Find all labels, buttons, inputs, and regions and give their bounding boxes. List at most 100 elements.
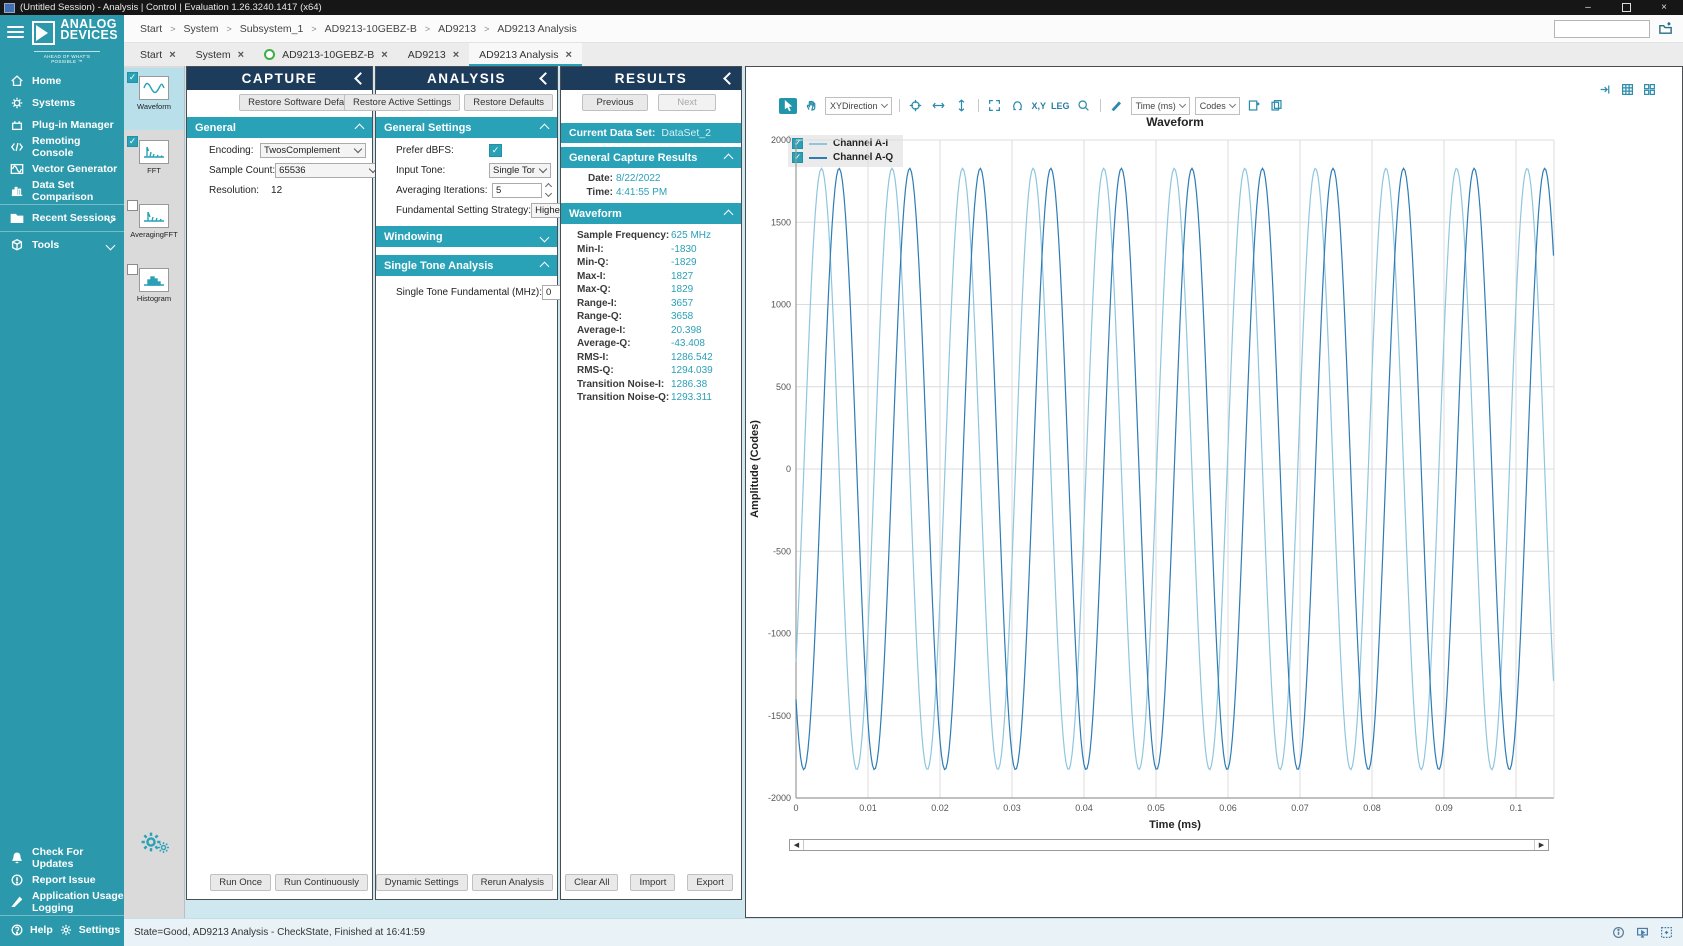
fft-checkbox[interactable]: ✓ [127,136,138,147]
tile-layout-icon[interactable] [1643,83,1656,96]
close-tab-icon[interactable]: × [238,49,244,61]
sidebar-item-application-usage-logging[interactable]: Application Usage Logging [0,891,124,913]
remote-display-icon[interactable] [1636,926,1649,939]
analysis-settings-gears-icon[interactable] [124,829,185,860]
previous-dataset-button[interactable]: Previous [582,94,648,111]
svg-text:0.03: 0.03 [1003,803,1021,813]
analysis-field-label: Averaging Iterations: [376,185,488,196]
scroll-left-icon[interactable]: ◀ [790,840,803,850]
tab-ad9213-analysis[interactable]: AD9213 Analysis× [469,43,582,66]
expand-windowing-icon[interactable] [540,233,550,243]
fit-window-icon[interactable] [1660,926,1673,939]
next-dataset-button[interactable]: Next [658,94,716,111]
tool-strip-item-histogram[interactable]: Histogram [124,260,184,322]
averaging-iterations-input[interactable]: 5 [492,183,542,198]
sidebar-item-data-set-comparison[interactable]: Data Set Comparison [0,180,124,202]
sidebar-item-report-issue[interactable]: Report Issue [0,869,124,891]
collapse-general-icon[interactable] [355,124,365,134]
tab-system[interactable]: System× [186,43,254,66]
result-value: -1830 [669,243,697,257]
session-filter-input[interactable] [1554,20,1650,38]
collapse-results-icon[interactable] [723,72,736,85]
sidebar-item-settings[interactable]: Settings [79,924,120,936]
sidebar-item-vector-generator[interactable]: Vector Generator [0,158,124,180]
legend-toggle[interactable]: LEG [1051,101,1070,111]
systems-icon [10,96,24,110]
scrollbar-thumb[interactable] [803,840,1535,850]
waveform-checkbox[interactable]: ✓ [127,72,138,83]
restore-active-settings-button[interactable]: Restore Active Settings [344,94,460,111]
usage-logging-icon [10,895,24,909]
sidebar-item-plug-in-manager[interactable]: Plug-in Manager [0,114,124,136]
waveform-plot[interactable]: 2000150010005000-500-1000-1500-200000.01… [746,111,1683,871]
prefer-dbfs-checkbox[interactable]: ✓ [489,144,502,157]
spinner-arrows[interactable] [546,184,551,196]
collapse-capture-results-icon[interactable] [724,154,734,164]
restore-defaults-button[interactable]: Restore Defaults [464,94,553,111]
analysis-tool-strip: ✓Waveform✓FFTAveragingFFTHistogram [124,66,185,918]
breadcrumb-item[interactable]: System [179,23,222,35]
tab-start[interactable]: Start× [130,43,186,66]
collapse-general-settings-icon[interactable] [540,124,550,134]
minimize-button[interactable]: – [1569,0,1607,15]
rerun-analysis-button[interactable]: Rerun Analysis [472,874,553,891]
run-continuously-button[interactable]: Run Continuously [275,874,368,891]
sidebar-item-tools[interactable]: Tools [0,234,124,256]
restore-button[interactable] [1607,0,1645,15]
collapse-waveform-results-icon[interactable] [724,210,734,220]
tool-strip-item-fft[interactable]: ✓FFT [124,132,184,194]
dock-arrow-icon[interactable] [1599,83,1612,96]
sidebar-item-label: Systems [32,97,75,109]
tool-strip-item-averagingfft[interactable]: AveragingFFT [124,196,184,258]
import-button[interactable]: Import [630,874,675,891]
sample-count-dropdown[interactable]: 65536 [275,163,381,178]
collapse-capture-icon[interactable] [354,72,367,85]
close-tab-icon[interactable]: × [453,49,459,61]
sidebar-item-check-for-updates[interactable]: Check For Updates [0,847,124,869]
menu-toggle-icon[interactable] [7,23,24,41]
close-tab-icon[interactable]: × [566,49,572,61]
collapse-analysis-icon[interactable] [539,72,552,85]
export-session-folder-icon[interactable] [1658,21,1673,36]
grid-layout-icon[interactable] [1621,83,1634,96]
breadcrumb-item[interactable]: Subsystem_1 [236,23,308,35]
close-button[interactable]: × [1645,0,1683,15]
histogram-checkbox[interactable] [127,264,138,275]
result-label: RMS-Q: [561,364,669,378]
svg-text:0.1: 0.1 [1510,803,1523,813]
tab-ad9213-10gebz-b[interactable]: AD9213-10GEBZ-B× [254,43,398,66]
dynamic-settings-button[interactable]: Dynamic Settings [376,874,468,891]
breadcrumb-item[interactable]: Start [136,23,166,35]
breadcrumb-item[interactable]: AD9213-10GEBZ-B [321,23,421,35]
input-tone-dropdown[interactable]: Single Tone [489,163,551,178]
encoding-dropdown[interactable]: TwosComplement [260,143,366,158]
breadcrumb-item[interactable]: AD9213 [434,23,480,35]
scroll-right-icon[interactable]: ▶ [1535,840,1548,850]
breadcrumb-item[interactable]: AD9213 Analysis [493,23,580,35]
collapse-single-tone-icon[interactable] [540,262,550,272]
current-data-set-label: Current Data Set: [569,127,655,139]
chevron-down-icon[interactable] [106,240,116,250]
sidebar-item-label: Plug-in Manager [32,119,114,131]
tab-ad9213[interactable]: AD9213× [398,43,469,66]
result-label: Date: [561,172,613,186]
xy-readout-toggle[interactable]: X,Y [1032,101,1047,111]
sidebar-item-label: Check For Updates [32,846,124,870]
sidebar-item-home[interactable]: Home [0,70,124,92]
run-once-button[interactable]: Run Once [210,874,271,891]
result-label: Range-I: [561,297,669,311]
close-tab-icon[interactable]: × [381,49,387,61]
export-button[interactable]: Export [687,874,732,891]
sidebar-item-remoting-console[interactable]: Remoting Console [0,136,124,158]
sidebar-item-recent-sessions[interactable]: Recent Sessions [0,207,124,229]
averagingfft-checkbox[interactable] [127,200,138,211]
tool-strip-item-waveform[interactable]: ✓Waveform [124,68,184,130]
sidebar-item-help[interactable]: Help [30,924,53,936]
tab-bar: Start×System×AD9213-10GEBZ-B×AD9213×AD92… [124,43,1683,66]
chart-horizontal-scrollbar[interactable]: ◀ ▶ [789,839,1549,851]
svg-text:0: 0 [786,464,791,474]
info-icon[interactable] [1612,926,1625,939]
clear-all-button[interactable]: Clear All [565,874,618,891]
close-tab-icon[interactable]: × [169,49,175,61]
sidebar-item-systems[interactable]: Systems [0,92,124,114]
